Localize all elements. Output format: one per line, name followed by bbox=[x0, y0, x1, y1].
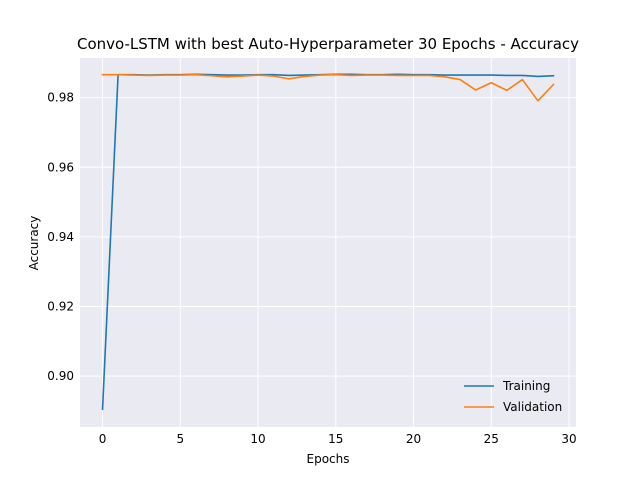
x-tick-label: 25 bbox=[484, 432, 499, 446]
y-tick-label: 0.90 bbox=[47, 369, 74, 383]
y-tick-label: 0.96 bbox=[47, 160, 74, 174]
series-line-validation bbox=[101, 73, 555, 102]
x-tick-label: 5 bbox=[176, 432, 184, 446]
y-tick-label: 0.98 bbox=[47, 91, 74, 105]
x-tick-label: 0 bbox=[99, 432, 107, 446]
series-layer bbox=[101, 73, 555, 411]
x-tick-label: 15 bbox=[328, 432, 343, 446]
x-tick-label: 30 bbox=[561, 432, 576, 446]
x-axis-label: Epochs bbox=[307, 452, 350, 466]
legend-label-training: Training bbox=[502, 379, 550, 393]
y-axis-label: Accuracy bbox=[27, 216, 41, 271]
y-ticks: 0.90 0.92 0.94 0.96 0.98 bbox=[47, 91, 74, 383]
x-ticks: 0 5 10 15 20 25 30 bbox=[99, 432, 577, 446]
y-tick-label: 0.92 bbox=[47, 300, 74, 314]
y-tick-label: 0.94 bbox=[47, 230, 74, 244]
x-tick-label: 20 bbox=[406, 432, 421, 446]
legend-label-validation: Validation bbox=[503, 400, 562, 414]
legend: Training Validation bbox=[464, 379, 562, 414]
plot-area bbox=[80, 58, 576, 427]
grid bbox=[80, 58, 576, 427]
chart-title: Convo-LSTM with best Auto-Hyperparameter… bbox=[77, 35, 579, 53]
x-tick-label: 10 bbox=[250, 432, 265, 446]
